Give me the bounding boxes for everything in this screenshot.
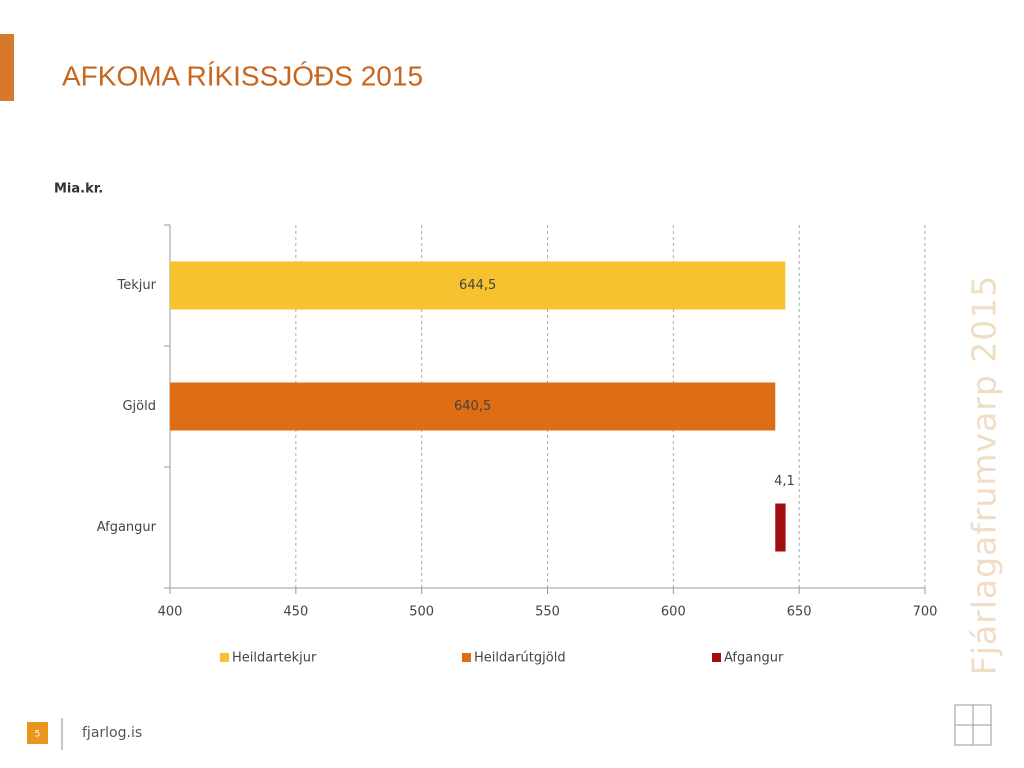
legend-swatch	[462, 653, 471, 662]
x-tick-label: 500	[409, 605, 434, 620]
page-number-box	[27, 722, 48, 744]
side-text: Fjárlagafrumvarp 2015	[965, 275, 1004, 675]
footer-link: fjarlog.is	[82, 725, 142, 741]
unit-label: Mia.kr.	[54, 182, 103, 197]
x-tick-label: 450	[283, 605, 308, 620]
bar	[170, 261, 786, 310]
page-number: 5	[35, 730, 41, 740]
legend-label: Afgangur	[724, 651, 784, 666]
legend-swatch	[220, 653, 229, 662]
x-tick-label: 400	[158, 605, 183, 620]
bar	[775, 503, 786, 552]
data-label: 4,1	[774, 474, 795, 489]
x-tick-label: 700	[913, 605, 938, 620]
x-tick-label: 650	[787, 605, 812, 620]
legend-label: Heildarútgjöld	[474, 651, 566, 666]
x-tick-label: 600	[661, 605, 686, 620]
legend-swatch	[712, 653, 721, 662]
x-tick-label: 550	[535, 605, 560, 620]
y-tick-label: Gjöld	[122, 399, 156, 414]
bar	[170, 382, 776, 431]
y-tick-label: Tekjur	[117, 278, 157, 293]
accent-bar	[0, 34, 14, 101]
legend-label: Heildartekjur	[232, 651, 317, 666]
coat-of-arms	[954, 704, 992, 746]
data-label: 640,5	[454, 399, 491, 414]
data-label: 644,5	[459, 278, 496, 293]
slide-title: AFKOMA RÍKISSJÓÐS 2015	[62, 60, 423, 91]
y-tick-label: Afgangur	[97, 520, 157, 535]
